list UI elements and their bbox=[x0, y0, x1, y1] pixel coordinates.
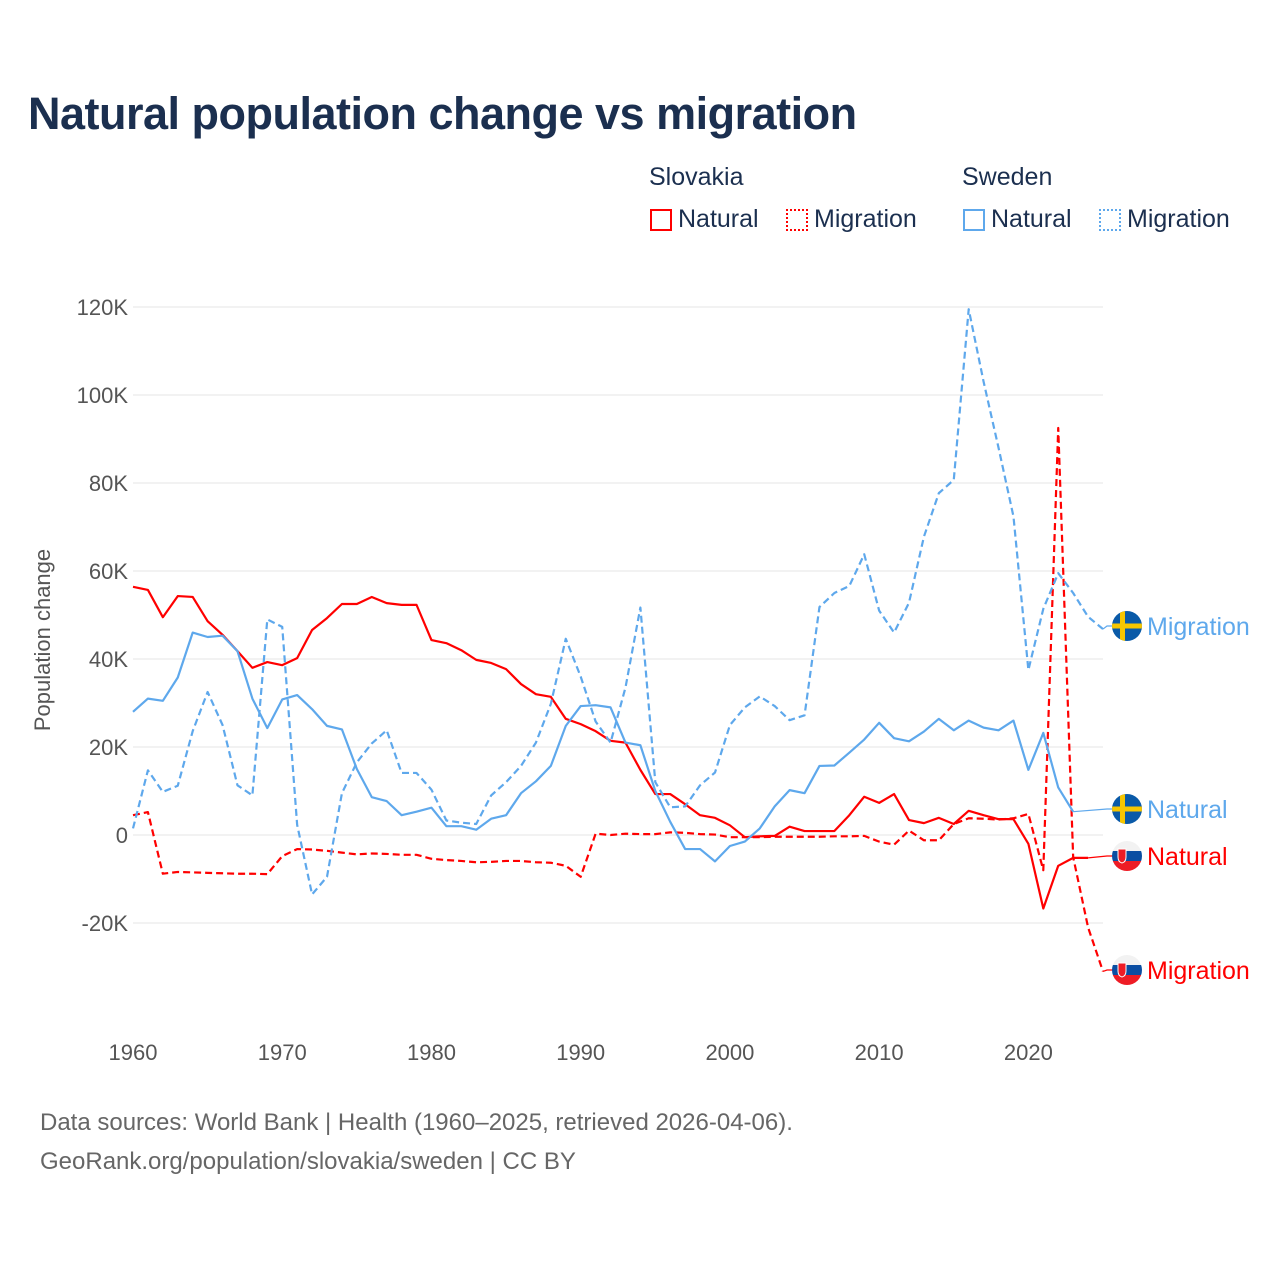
legend-swatch-solid bbox=[963, 208, 985, 231]
end-label: Migration bbox=[1147, 613, 1250, 641]
sweden-flag-icon bbox=[1112, 794, 1142, 824]
x-tick-label: 2020 bbox=[1004, 1040, 1053, 1065]
y-tick-label: 40K bbox=[89, 647, 128, 672]
x-tick-label: 1970 bbox=[258, 1040, 307, 1065]
x-tick-label: 2000 bbox=[705, 1040, 754, 1065]
end-label: Natural bbox=[1147, 843, 1228, 871]
y-tick-label: 60K bbox=[89, 559, 128, 584]
legend-label: Migration bbox=[814, 205, 917, 233]
slovakia-flag-icon bbox=[1112, 841, 1142, 871]
series-line-slovakia-migration bbox=[132, 426, 1105, 972]
x-tick-label: 1990 bbox=[556, 1040, 605, 1065]
series-line-sweden-migration bbox=[131, 308, 1104, 896]
x-tick-label: 1980 bbox=[407, 1040, 456, 1065]
legend-slovakia-migration[interactable]: Migration bbox=[786, 205, 917, 234]
series-line-sweden-natural bbox=[132, 631, 1075, 863]
legend-slovakia-natural[interactable]: Natural bbox=[650, 205, 759, 234]
end-label: Migration bbox=[1147, 957, 1250, 985]
series-line-slovakia-natural bbox=[132, 585, 1089, 910]
chart-title: Natural population change vs migration bbox=[28, 88, 857, 139]
legend-sweden-natural[interactable]: Natural bbox=[963, 205, 1072, 234]
legend-sweden-migration[interactable]: Migration bbox=[1099, 205, 1230, 234]
legend-label: Natural bbox=[991, 205, 1072, 233]
y-tick-label: 80K bbox=[89, 471, 128, 496]
y-axis-label: Population change bbox=[30, 549, 55, 731]
y-tick-label: 0 bbox=[116, 823, 128, 848]
legend-group-sweden: Sweden bbox=[962, 163, 1053, 191]
footer-link[interactable]: GeoRank.org/population/slovakia/sweden |… bbox=[40, 1148, 576, 1175]
y-tick-label: 20K bbox=[89, 735, 128, 760]
legend-swatch-solid bbox=[650, 208, 672, 231]
legend-swatch-dotted bbox=[1099, 208, 1121, 231]
x-tick-label: 1960 bbox=[109, 1040, 158, 1065]
legend-label: Natural bbox=[678, 205, 759, 233]
slovakia-flag-icon bbox=[1112, 955, 1142, 985]
legend-label: Migration bbox=[1127, 205, 1230, 233]
sweden-flag-icon bbox=[1112, 611, 1142, 641]
y-tick-label: 120K bbox=[77, 295, 129, 320]
x-tick-label: 2010 bbox=[855, 1040, 904, 1065]
legend-group-slovakia: Slovakia bbox=[649, 163, 744, 191]
end-label: Natural bbox=[1147, 796, 1228, 824]
legend-swatch-dotted bbox=[786, 208, 808, 231]
y-tick-label: 100K bbox=[77, 383, 129, 408]
footer-sources: Data sources: World Bank | Health (1960–… bbox=[40, 1109, 793, 1136]
y-tick-label: -20K bbox=[82, 911, 129, 936]
